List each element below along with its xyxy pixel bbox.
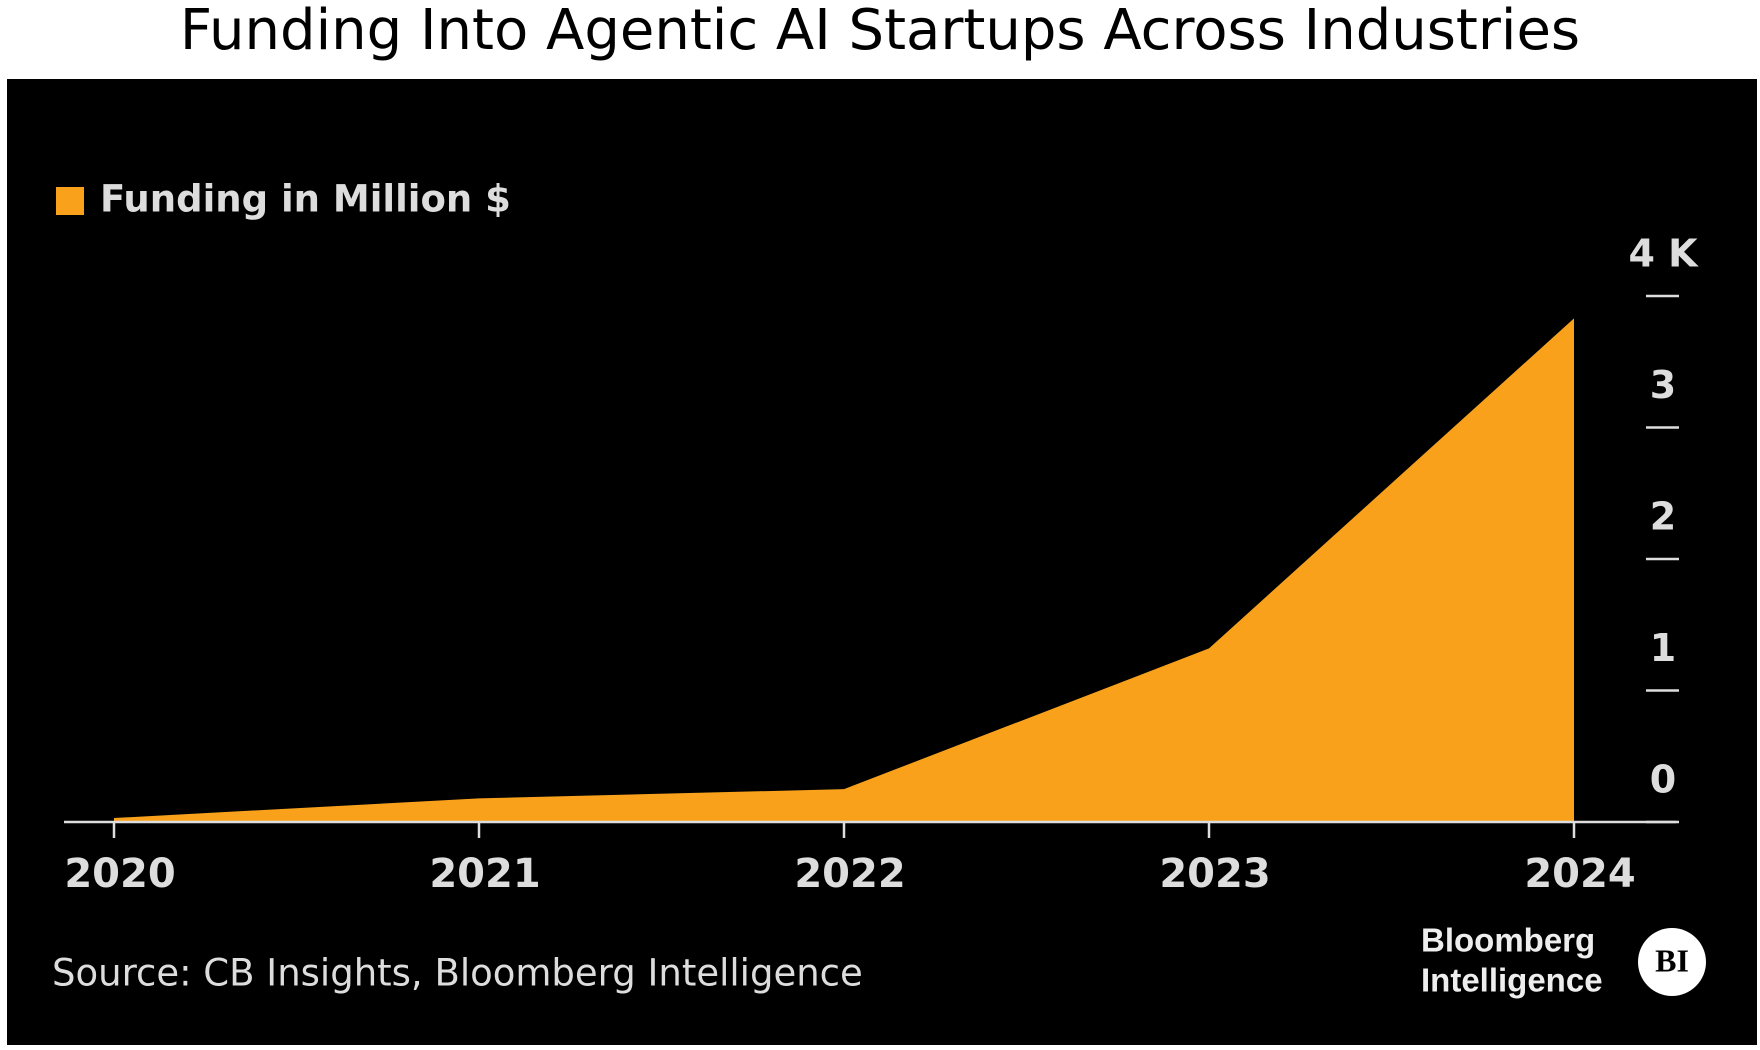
legend-swatch <box>56 187 84 215</box>
brand-line: Intelligence <box>1421 962 1603 999</box>
x-tick-label: 2024 <box>1524 851 1635 897</box>
x-tick-label: 2020 <box>64 851 175 897</box>
y-tick-label: 3 <box>1650 363 1676 407</box>
brand-line: Bloomberg <box>1421 922 1595 959</box>
y-tick-label: 2 <box>1650 495 1676 539</box>
legend-label: Funding in Million $ <box>100 178 511 221</box>
x-tick-label: 2021 <box>429 851 540 897</box>
y-tick-label: 4 K <box>1628 232 1699 276</box>
x-tick-label: 2022 <box>794 851 905 897</box>
y-tick-label: 0 <box>1650 758 1676 802</box>
chart-title: Funding Into Agentic AI Startups Across … <box>180 0 1580 63</box>
brand-badge-text: BI <box>1655 942 1689 978</box>
y-tick-label: 1 <box>1650 626 1676 670</box>
x-tick-label: 2023 <box>1159 851 1270 897</box>
brand-badge <box>1638 928 1706 996</box>
source-note: Source: CB Insights, Bloomberg Intellige… <box>52 952 863 995</box>
area <box>114 318 1574 822</box>
